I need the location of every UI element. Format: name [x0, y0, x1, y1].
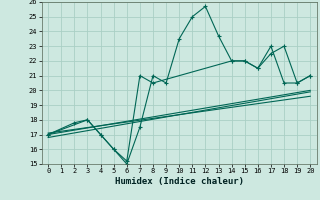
X-axis label: Humidex (Indice chaleur): Humidex (Indice chaleur): [115, 177, 244, 186]
